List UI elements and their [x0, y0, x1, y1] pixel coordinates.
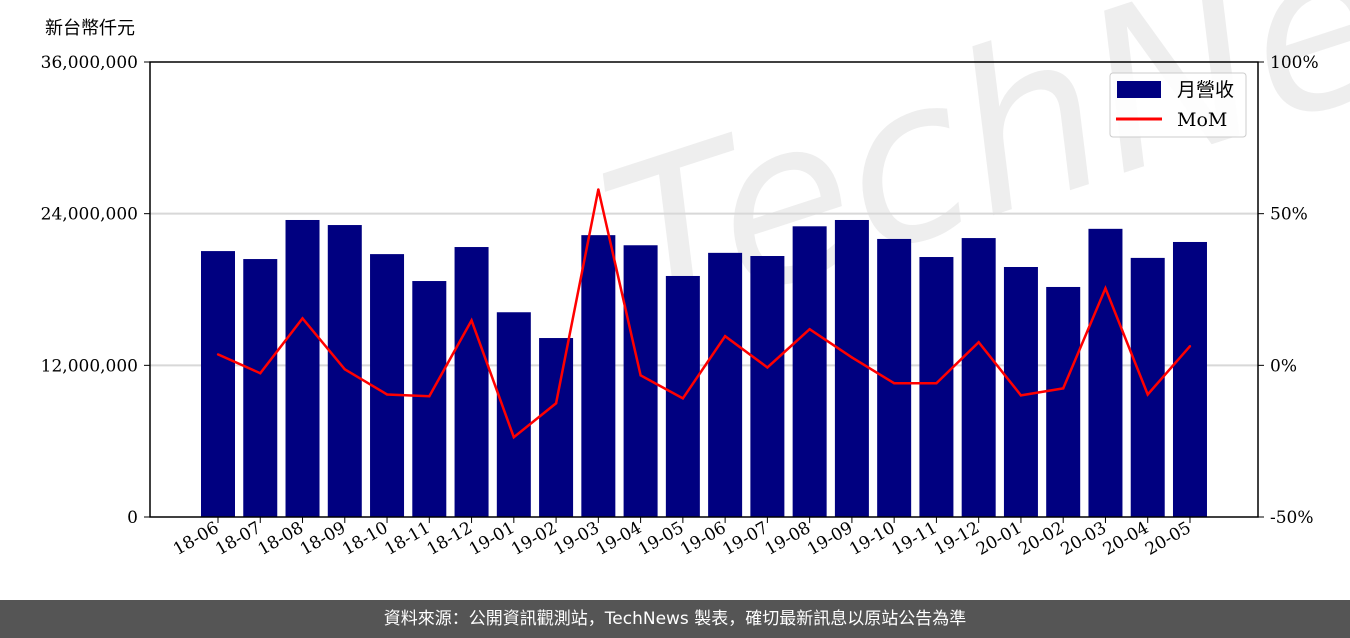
x-tick-label: 18-09: [297, 518, 349, 560]
x-tick-label: 18-07: [212, 518, 264, 560]
mom-point: [1062, 387, 1065, 390]
mom-point: [216, 353, 220, 356]
mom-point: [935, 382, 938, 385]
x-tick-label: 19-10: [846, 518, 898, 560]
x-tick-label: 20-01: [973, 518, 1025, 560]
left-tick-label: 0: [127, 508, 138, 528]
mom-point: [1146, 393, 1149, 396]
bars: [201, 219, 1207, 518]
legend-label-line: MoM: [1177, 109, 1227, 131]
bar: [454, 247, 489, 518]
right-tick-label: 100%: [1270, 53, 1319, 73]
mom-point: [512, 436, 516, 439]
mom-line: [217, 189, 1191, 440]
mom-point: [1019, 394, 1023, 397]
left-tick-label: 36,000,000: [41, 53, 138, 73]
bar: [581, 235, 616, 517]
x-tick-label: 19-02: [508, 518, 560, 560]
mom-point: [723, 335, 727, 338]
x-tick-label: 20-04: [1100, 518, 1152, 560]
bar: [496, 312, 531, 517]
bar: [1130, 257, 1165, 517]
mom-point: [470, 319, 473, 322]
x-tick-label: 19-07: [719, 518, 771, 560]
x-tick-label: 18-12: [424, 518, 476, 560]
mom-point: [597, 188, 600, 191]
mom-point: [428, 395, 431, 398]
bar: [708, 252, 743, 517]
left-tick-label: 24,000,000: [41, 205, 138, 225]
legend: 月營收 MoM: [1109, 72, 1247, 138]
bar: [1088, 228, 1123, 518]
x-tick-label: 19-11: [888, 518, 940, 560]
x-tick-label: 20-05: [1142, 518, 1194, 560]
x-tick-label: 18-06: [170, 518, 222, 560]
y-axis-label: 新台幣仟元: [45, 18, 135, 39]
bar: [919, 257, 954, 517]
x-axis: 18-0618-0718-0818-0918-1018-1118-1219-01…: [170, 517, 1194, 560]
right-tick-label: 0%: [1270, 356, 1297, 376]
x-tick-label: 19-09: [804, 518, 856, 560]
source-footer: 資料來源：公開資訊觀測站，TechNews 製表，確切最新訊息以原站公告為準: [0, 600, 1350, 638]
x-tick-label: 19-03: [550, 518, 602, 560]
bar: [201, 251, 235, 518]
mom-point: [343, 368, 346, 371]
mom-point: [892, 382, 896, 385]
bar: [243, 259, 278, 517]
x-tick-label: 19-01: [466, 518, 518, 560]
mom-point: [301, 317, 304, 320]
bar: [792, 226, 827, 518]
bar: [834, 219, 869, 517]
mom-point: [850, 356, 854, 359]
legend-label-bar: 月營收: [1177, 79, 1234, 101]
right-tick-label: -50%: [1270, 508, 1314, 528]
left-tick-label: 12,000,000: [41, 356, 138, 376]
mom-point: [1188, 345, 1192, 348]
mom-point: [681, 397, 685, 400]
x-tick-label: 19-05: [635, 518, 687, 560]
bar: [961, 238, 996, 517]
x-tick-label: 18-08: [255, 518, 307, 560]
bar: [1003, 267, 1038, 517]
mom-point: [385, 393, 389, 396]
x-tick-label: 20-02: [1015, 518, 1067, 560]
mom-point: [1104, 287, 1107, 290]
bar: [370, 254, 405, 517]
bar: [412, 281, 447, 517]
mom-point: [259, 372, 262, 375]
mom-point: [766, 366, 769, 369]
mom-point: [639, 374, 642, 377]
x-tick-label: 20-03: [1058, 518, 1110, 560]
bar: [877, 238, 912, 517]
x-tick-label: 19-12: [931, 518, 983, 560]
bar: [285, 219, 320, 517]
chart: TechNews 012,000,00024,000,00036,000,000…: [41, 0, 1350, 560]
bar: [1046, 286, 1081, 517]
bar: [750, 256, 785, 517]
x-tick-label: 18-11: [381, 518, 433, 560]
bar: [1172, 241, 1207, 517]
right-tick-label: 50%: [1270, 205, 1308, 225]
x-tick-label: 19-08: [762, 518, 814, 560]
x-tick-label: 18-10: [339, 518, 391, 560]
plot-frame: [149, 61, 1259, 518]
right-axis: -50% 0% 50% 100%: [1258, 53, 1319, 528]
mom-point: [977, 341, 980, 344]
x-tick-label: 19-04: [593, 518, 645, 560]
mom-point: [554, 402, 558, 405]
bar: [327, 225, 362, 517]
x-tick-label: 19-06: [677, 518, 729, 560]
mom-point: [808, 328, 811, 331]
bar: [539, 338, 574, 517]
left-axis: 0 12,000,000 24,000,000 36,000,000: [41, 53, 150, 528]
legend-swatch-bar: [1117, 81, 1161, 98]
